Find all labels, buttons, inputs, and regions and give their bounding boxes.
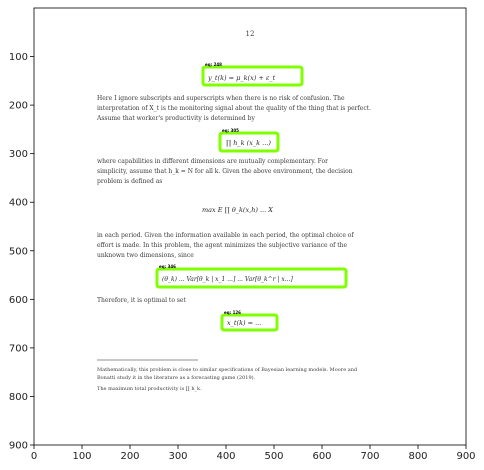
x-tick-label: 700 — [360, 451, 379, 462]
eq4-box[interactable] — [155, 267, 348, 289]
x-tick-label: 600 — [312, 451, 331, 462]
para1-line3: Assume that worker's productivity is det… — [96, 115, 255, 122]
y-tick-label: 200 — [9, 101, 28, 112]
para3-line1: in each period. Given the information av… — [97, 232, 354, 239]
page-number: 12 — [246, 30, 255, 38]
para1-line1: Here I ignore subscripts and superscript… — [97, 95, 345, 102]
eq1-box[interactable] — [201, 65, 304, 87]
plot-frame — [33, 7, 467, 446]
eq1-text: y_t(k) = μ_k(x) + ε_t — [207, 74, 276, 82]
x-tick-label: 300 — [168, 451, 187, 462]
y-tick-label: 100 — [9, 52, 28, 63]
x-tick-label: 100 — [72, 451, 91, 462]
y-tick-label: 300 — [9, 149, 28, 160]
para2-line3: problem is defined as — [97, 178, 162, 185]
x-tick-label: 500 — [264, 451, 283, 462]
para2-line2: simplicity, assume that h_k = N for all … — [97, 168, 353, 175]
eq3-text: max E ∏ θ_k(x,h) ... X — [202, 206, 273, 214]
eq5-text: x_t(k) = ... — [227, 319, 261, 327]
footnote1-line2: Bonatti study it in the literature as a … — [97, 374, 256, 381]
para1-line2: interpretation of X_t is the monitoring … — [97, 105, 371, 112]
eq2-text: ∏ h_k (x_k ...) — [226, 139, 271, 147]
y-axis: 100 200 300 400 500 600 700 800 900 — [9, 52, 34, 452]
x-tick-label: 0 — [31, 451, 37, 462]
para2-line1: where capabilities in different dimensio… — [97, 158, 328, 165]
x-tick-label: 800 — [408, 451, 427, 462]
eq1-tag: eq: 248 — [205, 62, 222, 67]
x-axis: 0 100 200 300 400 500 600 700 800 900 — [31, 445, 476, 462]
y-tick-label: 500 — [9, 246, 28, 257]
eq4-text: (θ_k) ... Var[θ_k | x_1 ...] ... Var[θ_k… — [162, 276, 293, 283]
para3-line2: effort is made. In this problem, the age… — [97, 242, 348, 249]
y-tick-label: 700 — [9, 343, 28, 354]
y-tick-label: 900 — [9, 441, 28, 452]
y-tick-label: 600 — [9, 295, 28, 306]
eq5-box[interactable] — [220, 313, 279, 332]
footnote1-line1: Mathematically, this problem is close to… — [97, 367, 358, 373]
para3-line3: unknown two dimensions, since — [97, 252, 194, 259]
eq2-box[interactable] — [218, 131, 280, 153]
eq2-tag: eq: 305 — [222, 128, 239, 133]
eq4-tag: eq: 346 — [159, 264, 176, 269]
para4-line1: Therefore, it is optimal to set — [97, 297, 186, 304]
y-tick-label: 400 — [9, 198, 28, 209]
x-tick-label: 400 — [216, 451, 235, 462]
footnote2: The maximum total productivity is ∏ h_k. — [97, 386, 202, 392]
eq5-tag: eq: 126 — [224, 310, 241, 315]
y-tick-label: 800 — [9, 392, 28, 403]
x-tick-label: 200 — [120, 451, 139, 462]
x-tick-label: 900 — [456, 451, 475, 462]
